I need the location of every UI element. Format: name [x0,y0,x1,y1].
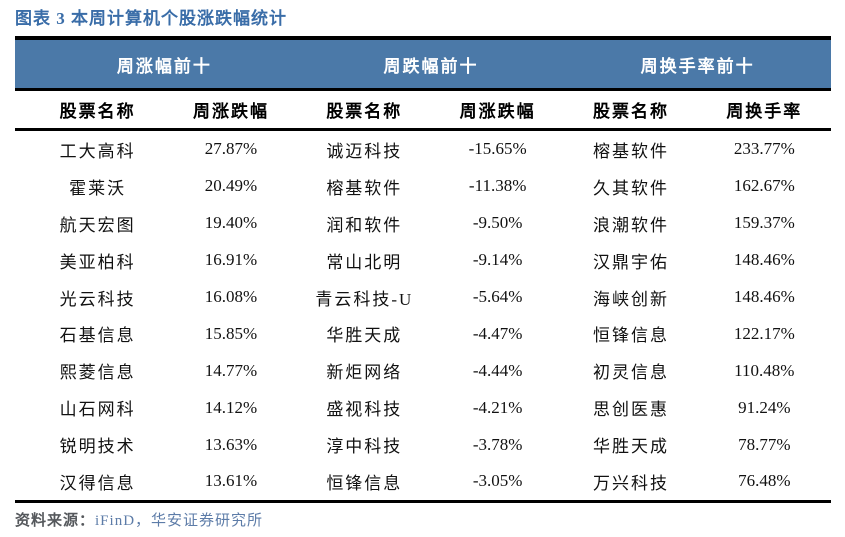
stock-value-cell: -4.47% [472,323,523,343]
stocks-table: 周涨幅前十 周跌幅前十 周换手率前十 股票名称 周涨跌幅 股票名称 周涨跌幅 股… [15,36,831,503]
stock-value-cell: 162.67% [733,176,795,196]
stock-value-cell: 148.46% [733,287,795,306]
stock-name-cell: 石基信息 [59,326,136,346]
stock-value-cell: 14.77% [204,360,258,380]
figure-title: 图表 3 本周计算机个股涨跌幅统计 [15,9,287,28]
table-section-header-row: 周涨幅前十 周跌幅前十 周换手率前十 [15,40,831,91]
table-body: 工大高科 27.87% 诚迈科技 -15.65% 榕基软件 233.77% 霍莱沃 20.49… [15,131,831,500]
stock-value-cell: -9.50% [472,213,523,233]
stock-value-cell: 122.17% [733,323,795,343]
stock-name-cell: 久其软件 [592,178,669,198]
stock-value-cell: -15.65% [468,139,527,159]
section-header-weekly-gainers: 周涨幅前十 [116,56,212,76]
stock-value-cell: 233.77% [733,139,795,159]
stock-name-cell: 初灵信息 [592,363,669,383]
column-header-stock-name: 股票名称 [59,102,136,121]
stock-value-cell: -9.14% [472,250,523,270]
stock-name-cell: 常山北明 [326,252,403,272]
column-header-turnover-rate: 周换手率 [726,102,803,121]
stock-name-cell: 汉鼎宇佑 [592,252,669,272]
stock-value-cell: -11.38% [468,176,527,196]
stock-name-cell: 光云科技 [59,289,136,309]
table-column-header-row: 股票名称 周涨跌幅 股票名称 周涨跌幅 股票名称 周换手率 [15,91,831,131]
source-text: iFinD，华安证券研究所 [95,512,264,529]
stock-name-cell: 榕基软件 [326,178,403,198]
stock-name-cell: 思创医惠 [592,400,669,420]
table-row: 熙菱信息 14.77% 新炬网络 -4.44% 初灵信息 110.48% [15,352,831,389]
stock-name-cell: 榕基软件 [592,141,669,161]
stock-name-cell: 盛视科技 [326,400,403,420]
stock-value-cell: -4.44% [472,360,523,380]
stock-value-cell: 16.91% [204,250,258,270]
source-line: 资料来源：iFinD，华安证券研究所 [15,511,845,531]
table-row: 光云科技 16.08% 青云科技-U -5.64% 海峡创新 148.46% [15,279,831,316]
stock-value-cell: -5.64% [472,287,523,306]
table-row: 霍莱沃 20.49% 榕基软件 -11.38% 久其软件 162.67% [15,168,831,205]
stock-name-cell: 航天宏图 [59,215,136,235]
column-header-weekly-change: 周涨跌幅 [192,102,269,121]
stock-name-cell: 霍莱沃 [69,178,127,198]
stock-value-cell: -4.21% [472,397,523,417]
stock-name-cell: 淳中科技 [326,437,403,457]
column-header-weekly-change: 周涨跌幅 [459,102,536,121]
stock-value-cell: 27.87% [204,139,258,159]
stock-name-cell: 万兴科技 [592,473,669,493]
stock-name-cell: 华胜天成 [326,326,403,346]
table-row: 美亚柏科 16.91% 常山北明 -9.14% 汉鼎宇佑 148.46% [15,242,831,279]
table-row: 航天宏图 19.40% 润和软件 -9.50% 浪潮软件 159.37% [15,205,831,242]
stock-value-cell: 19.40% [204,213,258,233]
stock-value-cell: 16.08% [204,287,258,306]
stock-value-cell: 13.63% [204,434,258,454]
stock-name-cell: 新炬网络 [326,363,403,383]
stock-name-cell: 汉得信息 [59,473,136,493]
stock-name-cell: 浪潮软件 [592,215,669,235]
stock-name-cell: 锐明技术 [59,437,136,457]
stock-value-cell: 13.61% [204,471,258,491]
stock-name-cell: 华胜天成 [592,437,669,457]
stock-name-cell: 润和软件 [326,215,403,235]
section-header-weekly-losers: 周跌幅前十 [383,56,479,76]
stock-name-cell: 工大高科 [59,141,136,161]
table-row: 石基信息 15.85% 华胜天成 -4.47% 恒锋信息 122.17% [15,315,831,352]
stock-value-cell: 148.46% [733,250,795,270]
stock-value-cell: 159.37% [733,213,795,233]
stock-name-cell: 恒锋信息 [592,326,669,346]
stock-value-cell: 78.77% [738,434,791,454]
stock-value-cell: 76.48% [738,471,791,491]
table-row: 锐明技术 13.63% 淳中科技 -3.78% 华胜天成 78.77% [15,426,831,463]
table-row: 汉得信息 13.61% 恒锋信息 -3.05% 万兴科技 76.48% [15,463,831,500]
stock-name-cell: 诚迈科技 [326,141,403,161]
stock-value-cell: 110.48% [734,360,795,380]
table-row: 工大高科 27.87% 诚迈科技 -15.65% 榕基软件 233.77% [15,131,831,168]
stock-value-cell: -3.05% [472,471,523,491]
table-row: 山石网科 14.12% 盛视科技 -4.21% 思创医惠 91.24% [15,389,831,426]
column-header-stock-name: 股票名称 [592,102,669,121]
stock-name-cell: 海峡创新 [592,289,669,309]
stock-value-cell: -3.78% [472,434,523,454]
stock-name-cell: 青云科技-U [315,289,414,309]
stock-name-cell: 熙菱信息 [59,363,136,383]
stock-value-cell: 20.49% [204,176,258,196]
stock-value-cell: 15.85% [204,323,258,343]
stock-value-cell: 14.12% [204,397,258,417]
section-header-weekly-turnover: 周换手率前十 [640,56,755,76]
stock-value-cell: 91.24% [738,397,791,417]
column-header-stock-name: 股票名称 [326,102,403,121]
stock-name-cell: 美亚柏科 [59,252,136,272]
stock-name-cell: 山石网科 [59,400,136,420]
source-label: 资料来源： [15,512,96,529]
stock-name-cell: 恒锋信息 [326,473,403,493]
